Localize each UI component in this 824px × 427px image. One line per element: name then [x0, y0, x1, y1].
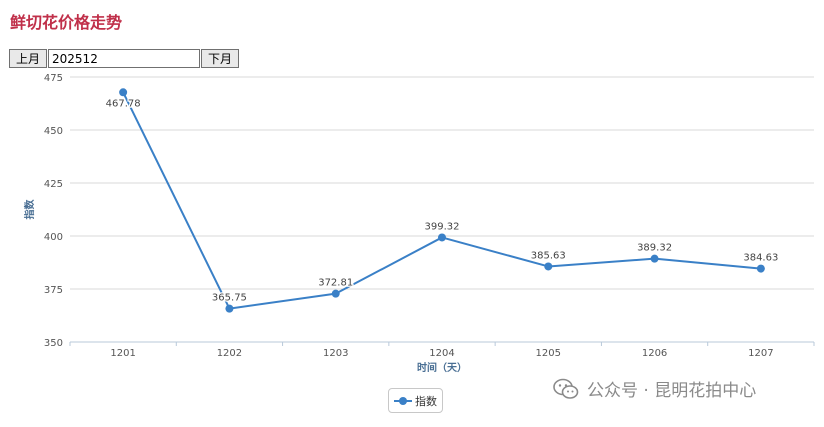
legend-marker-icon: [394, 396, 412, 406]
watermark: 公众号 · 昆明花拍中心: [553, 376, 756, 401]
series-line: [122, 91, 761, 310]
watermark-text: 公众号 · 昆明花拍中心: [587, 381, 757, 401]
data-point: [544, 262, 553, 271]
y-tick-label: 350: [44, 338, 63, 349]
y-tick-label: 450: [44, 126, 63, 137]
y-tick-label: 400: [44, 232, 63, 243]
next-month-button[interactable]: 下月: [201, 49, 240, 68]
data-label: 399.32: [425, 221, 460, 232]
data-label: 385.63: [531, 250, 566, 261]
y-axis-label: 指数: [23, 199, 36, 220]
prev-month-button[interactable]: 上月: [9, 49, 48, 68]
x-tick-label: 1204: [429, 348, 454, 359]
x-tick-label: 1202: [217, 348, 242, 359]
legend[interactable]: 指数: [388, 388, 443, 413]
data-point: [438, 233, 446, 242]
month-controls: 上月 下月: [9, 49, 240, 68]
grid-lines: [70, 76, 814, 290]
y-tick-label: 475: [44, 73, 63, 84]
series-line-group: 467.78 365.75 372.81 399.32 385.63 389.32 384.…: [104, 88, 780, 313]
data-label: 384.63: [743, 253, 778, 264]
x-tick-label: 1201: [110, 348, 135, 359]
data-label: 365.75: [212, 293, 247, 304]
x-tick-label: 1205: [536, 348, 561, 359]
x-axis-label: 时间（天）: [417, 361, 467, 374]
axes: 350 375 400 425 450 475 1201 1202 1203 1204 1205 12…: [44, 73, 815, 359]
data-label: 372.81: [318, 278, 353, 289]
wechat-icon: [553, 378, 579, 399]
data-point: [331, 289, 340, 298]
page-title: 鲜切花价格走势: [10, 13, 123, 32]
data-point: [756, 264, 765, 273]
data-point: [225, 304, 234, 313]
x-tick-label: 1206: [642, 348, 667, 359]
data-point: [650, 254, 659, 263]
y-tick-label: 375: [44, 285, 63, 296]
x-tick-label: 1207: [748, 348, 773, 359]
legend-label: 指数: [415, 394, 437, 408]
data-label: 389.32: [637, 243, 672, 254]
data-point: [119, 88, 128, 97]
x-tick-label: 1203: [323, 348, 348, 359]
y-tick-label: 425: [44, 179, 63, 190]
month-input[interactable]: [48, 49, 201, 68]
data-label: 467.78: [106, 98, 141, 109]
